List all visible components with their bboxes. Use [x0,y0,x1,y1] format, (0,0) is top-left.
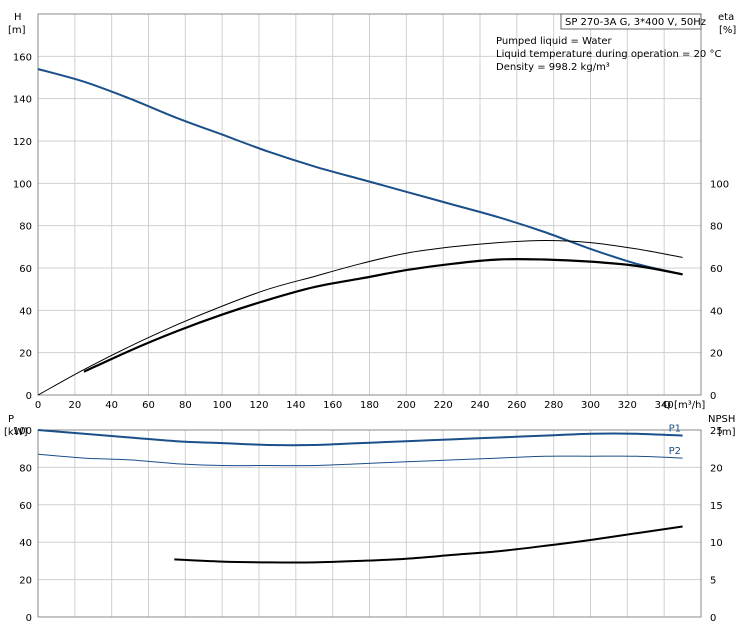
top-y-right-tick-label: 100 [710,179,729,190]
top-xlabel: Q [m³/h] [663,400,705,411]
top-y-tick-label: 40 [19,306,32,317]
bottom-y-tick-label: 100 [13,426,32,437]
top-y-axis-right-label: eta [%] [718,12,736,36]
bottom-y-axis-right-label: NPSH [m] [708,414,736,438]
info-box-density: Density = 998.2 kg/m³ [496,62,610,73]
info-box-title-frame [560,13,702,30]
top-ylabel-right-line2: [%] [719,25,736,36]
info-box-liquid: Pumped liquid = Water [496,36,613,47]
series-label-p2: P2 [669,446,681,457]
bottom-series-npsh [174,525,683,564]
top-x-tick-label: 0 [35,400,41,411]
bottom-ylabel-right-line2: [m] [718,427,736,438]
bottom-y-tick-label: 0 [26,613,32,624]
top-y-tick-label: 120 [13,137,32,148]
bottom-ylabel-line1: P [8,414,14,425]
top-series [37,68,683,396]
top-x-tick-label: 280 [544,400,563,411]
bottom-y-right-tick-label: 15 [710,501,723,512]
top-ylabel-line1: H [14,12,22,23]
bottom-y-ticks: 0 20 40 60 80 100 [13,426,32,624]
top-x-tick-label: 120 [249,400,268,411]
bottom-ylabel-line2: [kW] [4,427,28,438]
top-y-tick-label: 0 [26,391,32,402]
bottom-y-right-tick-label: 0 [710,613,716,624]
bottom-y-ticks-right: 0 5 10 15 20 25 [710,426,723,624]
top-y-tick-label: 100 [13,179,32,190]
top-series-efficiency-thin [37,239,683,396]
series-label-p1: P1 [669,424,681,435]
top-x-tick-label: 320 [618,400,637,411]
bottom-y-right-tick-label: 5 [710,576,716,587]
bottom-y-right-tick-label: 25 [710,426,723,437]
top-y-tick-label: 140 [13,95,32,106]
top-x-tick-label: 220 [434,400,453,411]
top-ylabel-right-line1: eta [718,12,734,23]
bottom-series-p2 [37,453,683,467]
top-x-tick-label: 300 [581,400,600,411]
bottom-y-tick-label: 40 [19,538,32,549]
top-x-tick-label: 60 [142,400,155,411]
top-plot: H [m] eta [%] Q [m³/h] 0 20 40 60 80 100 120 14… [8,12,736,411]
bottom-series-p1 [37,429,683,447]
top-ylabel-line2: [m] [8,25,26,36]
top-y-tick-label: 20 [19,349,32,360]
top-x-tick-label: 260 [507,400,526,411]
top-y-tick-label: 80 [19,222,32,233]
top-y-right-tick-label: 40 [710,306,723,317]
top-y-right-tick-label: 80 [710,222,723,233]
top-y-tick-label: 160 [13,52,32,63]
top-series-efficiency-thick [83,258,683,373]
top-y-tick-label: 60 [19,264,32,275]
bottom-y-tick-label: 60 [19,501,32,512]
top-x-tick-label: 80 [179,400,192,411]
top-series-head [37,68,683,276]
top-y-axis-label: H [m] [8,12,26,36]
bottom-y-right-tick-label: 10 [710,538,723,549]
top-x-tick-label: 340 [655,400,674,411]
top-y-ticks-right: 0 20 40 60 80 100 [710,179,729,402]
bottom-ylabel-right-line1: NPSH [708,414,735,425]
top-plot-frame [37,13,702,396]
top-grid [37,14,701,396]
top-x-tick-label: 200 [397,400,416,411]
bottom-y-right-tick-label: 20 [710,463,723,474]
bottom-grid [37,429,701,618]
top-x-tick-label: 160 [323,400,342,411]
info-box-title: SP 270-3A G, 3*400 V, 50Hz [565,17,706,28]
bottom-y-tick-label: 20 [19,576,32,587]
top-x-tick-label: 100 [213,400,232,411]
top-y-right-tick-label: 60 [710,264,723,275]
bottom-y-tick-label: 80 [19,463,32,474]
info-box: SP 270-3A G, 3*400 V, 50Hz Pumped liquid… [496,13,721,73]
top-y-right-tick-label: 20 [710,349,723,360]
top-x-tick-label: 20 [68,400,81,411]
bottom-plot-frame [37,429,702,618]
bottom-y-axis-label: P [kW] [4,414,28,438]
top-x-tick-label: 180 [360,400,379,411]
top-x-tick-label: 140 [286,400,305,411]
top-y-right-tick-label: 0 [710,391,716,402]
top-x-tick-label: 40 [105,400,118,411]
top-y-ticks: 0 20 40 60 80 100 120 140 160 [13,52,32,402]
top-x-tick-label: 240 [470,400,489,411]
top-x-ticks: 0 20 40 60 80 100 120 140 160 180 200 220 240 260 280 3… [35,400,674,411]
bottom-series: P1 P2 [37,424,683,564]
info-box-temperature: Liquid temperature during operation = 20… [496,49,721,60]
